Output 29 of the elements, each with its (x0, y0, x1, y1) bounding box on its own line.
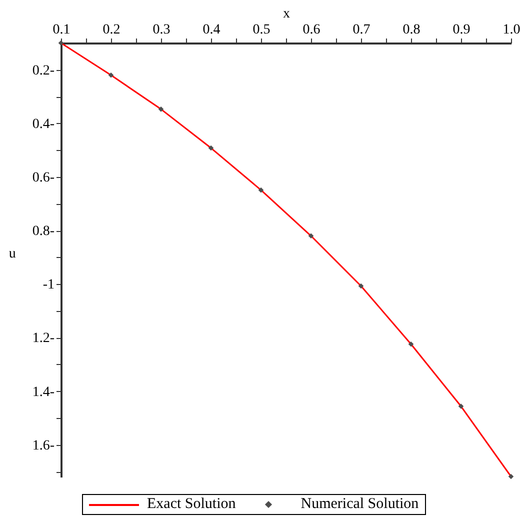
x-axis-title: x (283, 6, 290, 22)
point (358, 283, 364, 289)
point (108, 72, 114, 78)
x-tick-label: 0.5 (252, 22, 270, 38)
y-tick-label: 1.2- (32, 331, 55, 346)
x-tick-label: 0.6 (302, 22, 320, 38)
y-tick-label: 0.6- (32, 170, 55, 186)
x-tick-label: 0.1 (52, 22, 70, 38)
point (208, 145, 214, 151)
y-tick-label: 0.2- (32, 63, 55, 78)
point (258, 187, 264, 193)
point (508, 474, 514, 480)
y-tick-label: 0.4- (32, 116, 55, 132)
y-tick-label: 0.8- (32, 224, 55, 240)
y-axis-title: u (8, 246, 16, 262)
point (308, 233, 314, 239)
x-tick-label: 0.2 (102, 22, 120, 38)
legend-label: Numerical Solution (300, 496, 419, 513)
point (408, 341, 414, 347)
x-tick-label: 0.4 (202, 22, 220, 38)
x-tick-label: 0.9 (452, 22, 470, 38)
y-tick-label: 1.6- (32, 438, 55, 454)
x-tick-label: 0.7 (352, 22, 370, 38)
legend-label: Exact Solution (147, 496, 236, 513)
x-tick-label: 0.3 (152, 22, 170, 38)
x-tick-label: 1.0 (502, 22, 520, 38)
x-tick-label: 0.8 (402, 22, 420, 38)
y-tick-label: -1 (42, 278, 54, 293)
y-tick-label: 1.4- (32, 384, 55, 400)
